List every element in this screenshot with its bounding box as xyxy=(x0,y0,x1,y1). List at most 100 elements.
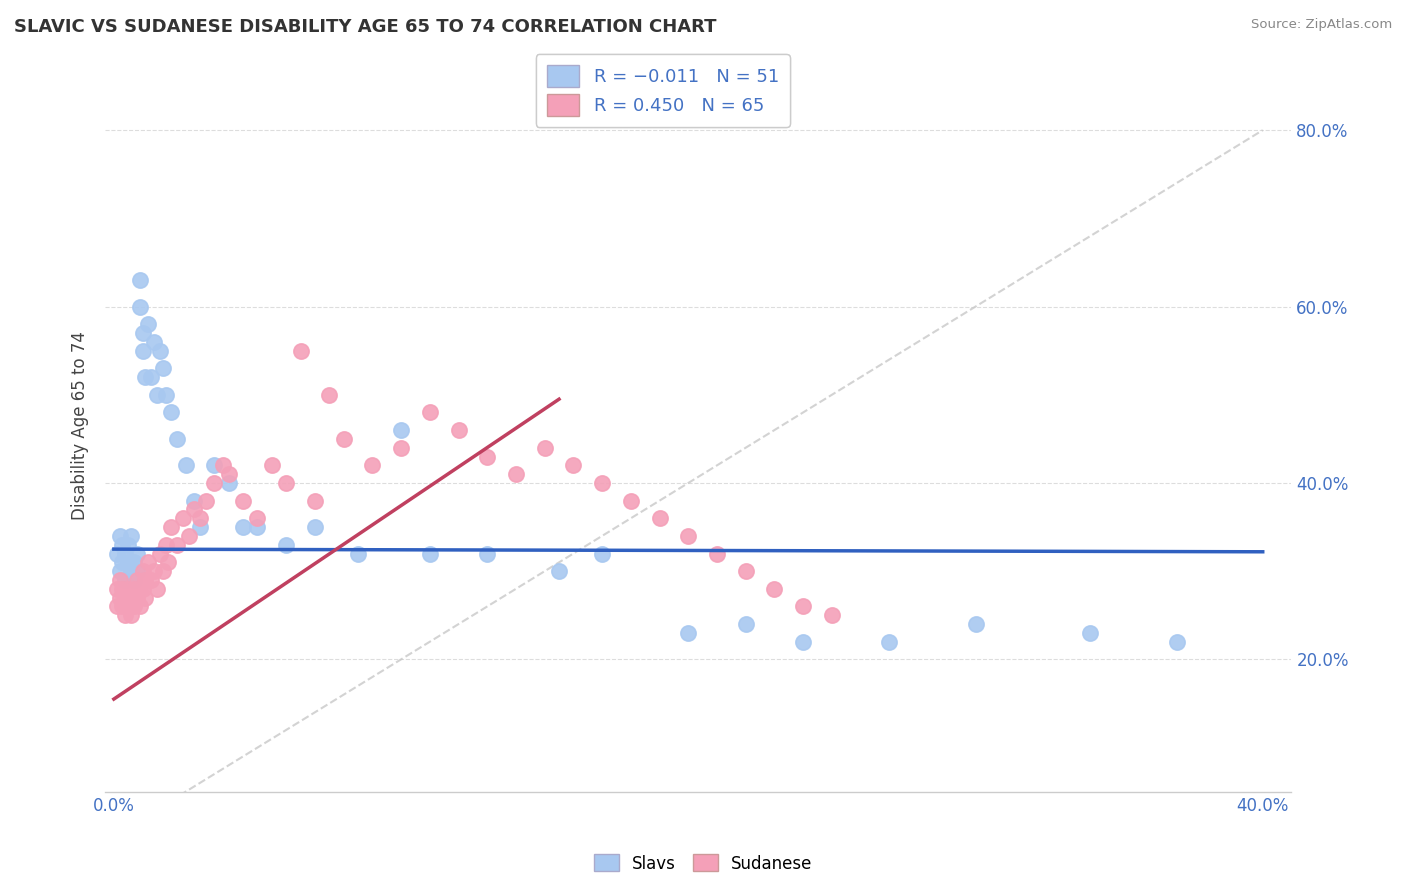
Point xyxy=(122,573,145,587)
Point xyxy=(160,405,183,419)
Point xyxy=(678,626,700,640)
Point xyxy=(304,493,326,508)
Point xyxy=(166,432,188,446)
Text: Source: ZipAtlas.com: Source: ZipAtlas.com xyxy=(1251,18,1392,31)
Point xyxy=(821,608,844,623)
Point xyxy=(114,573,136,587)
Point xyxy=(120,529,142,543)
Point xyxy=(141,573,163,587)
Point xyxy=(734,617,756,632)
Point xyxy=(177,529,200,543)
Point xyxy=(125,573,148,587)
Point xyxy=(505,467,527,482)
Y-axis label: Disability Age 65 to 74: Disability Age 65 to 74 xyxy=(72,331,89,520)
Point xyxy=(143,564,166,578)
Point xyxy=(763,582,786,596)
Point xyxy=(125,547,148,561)
Point xyxy=(218,475,240,490)
Point xyxy=(160,520,183,534)
Point xyxy=(620,493,643,508)
Point xyxy=(134,591,156,605)
Point xyxy=(188,520,211,534)
Point xyxy=(108,529,131,543)
Point xyxy=(111,582,134,596)
Point xyxy=(965,617,987,632)
Point xyxy=(120,564,142,578)
Point xyxy=(152,564,174,578)
Point xyxy=(155,388,177,402)
Point xyxy=(879,634,901,648)
Point xyxy=(389,423,412,437)
Point xyxy=(117,582,139,596)
Point xyxy=(114,547,136,561)
Point xyxy=(114,591,136,605)
Text: SLAVIC VS SUDANESE DISABILITY AGE 65 TO 74 CORRELATION CHART: SLAVIC VS SUDANESE DISABILITY AGE 65 TO … xyxy=(14,18,717,36)
Point xyxy=(131,582,153,596)
Point xyxy=(734,564,756,578)
Point xyxy=(347,547,370,561)
Point xyxy=(128,300,150,314)
Point xyxy=(136,555,159,569)
Point xyxy=(117,538,139,552)
Point xyxy=(128,599,150,614)
Point xyxy=(361,458,384,473)
Point xyxy=(232,520,254,534)
Point xyxy=(134,370,156,384)
Point xyxy=(447,423,470,437)
Legend: R = −0.011   N = 51, R = 0.450   N = 65: R = −0.011 N = 51, R = 0.450 N = 65 xyxy=(536,54,790,127)
Point xyxy=(108,573,131,587)
Point xyxy=(128,273,150,287)
Legend: Slavs, Sudanese: Slavs, Sudanese xyxy=(588,847,818,880)
Point xyxy=(202,458,225,473)
Point xyxy=(183,493,205,508)
Point xyxy=(105,582,128,596)
Point xyxy=(105,599,128,614)
Point xyxy=(1080,626,1102,640)
Point xyxy=(591,475,613,490)
Point xyxy=(125,564,148,578)
Point xyxy=(122,582,145,596)
Point xyxy=(304,520,326,534)
Point xyxy=(111,555,134,569)
Point xyxy=(122,555,145,569)
Point xyxy=(276,475,298,490)
Point xyxy=(111,538,134,552)
Point xyxy=(548,564,571,578)
Point xyxy=(108,591,131,605)
Point xyxy=(152,361,174,376)
Point xyxy=(131,343,153,358)
Point xyxy=(125,591,148,605)
Point xyxy=(188,511,211,525)
Point xyxy=(131,564,153,578)
Point xyxy=(792,599,814,614)
Point xyxy=(246,511,269,525)
Point xyxy=(678,529,700,543)
Point xyxy=(105,547,128,561)
Point xyxy=(172,511,194,525)
Point xyxy=(146,582,169,596)
Point xyxy=(477,547,499,561)
Point xyxy=(276,538,298,552)
Point xyxy=(155,538,177,552)
Point xyxy=(141,370,163,384)
Point xyxy=(419,405,441,419)
Point xyxy=(131,326,153,340)
Point xyxy=(166,538,188,552)
Point xyxy=(290,343,312,358)
Point xyxy=(706,547,728,561)
Point xyxy=(194,493,217,508)
Point xyxy=(246,520,269,534)
Point xyxy=(591,547,613,561)
Point xyxy=(146,388,169,402)
Point xyxy=(149,343,172,358)
Point xyxy=(122,599,145,614)
Point xyxy=(1166,634,1188,648)
Point xyxy=(117,555,139,569)
Point xyxy=(260,458,283,473)
Point xyxy=(149,547,172,561)
Point xyxy=(232,493,254,508)
Point xyxy=(212,458,235,473)
Point xyxy=(419,547,441,561)
Point xyxy=(108,564,131,578)
Point xyxy=(157,555,180,569)
